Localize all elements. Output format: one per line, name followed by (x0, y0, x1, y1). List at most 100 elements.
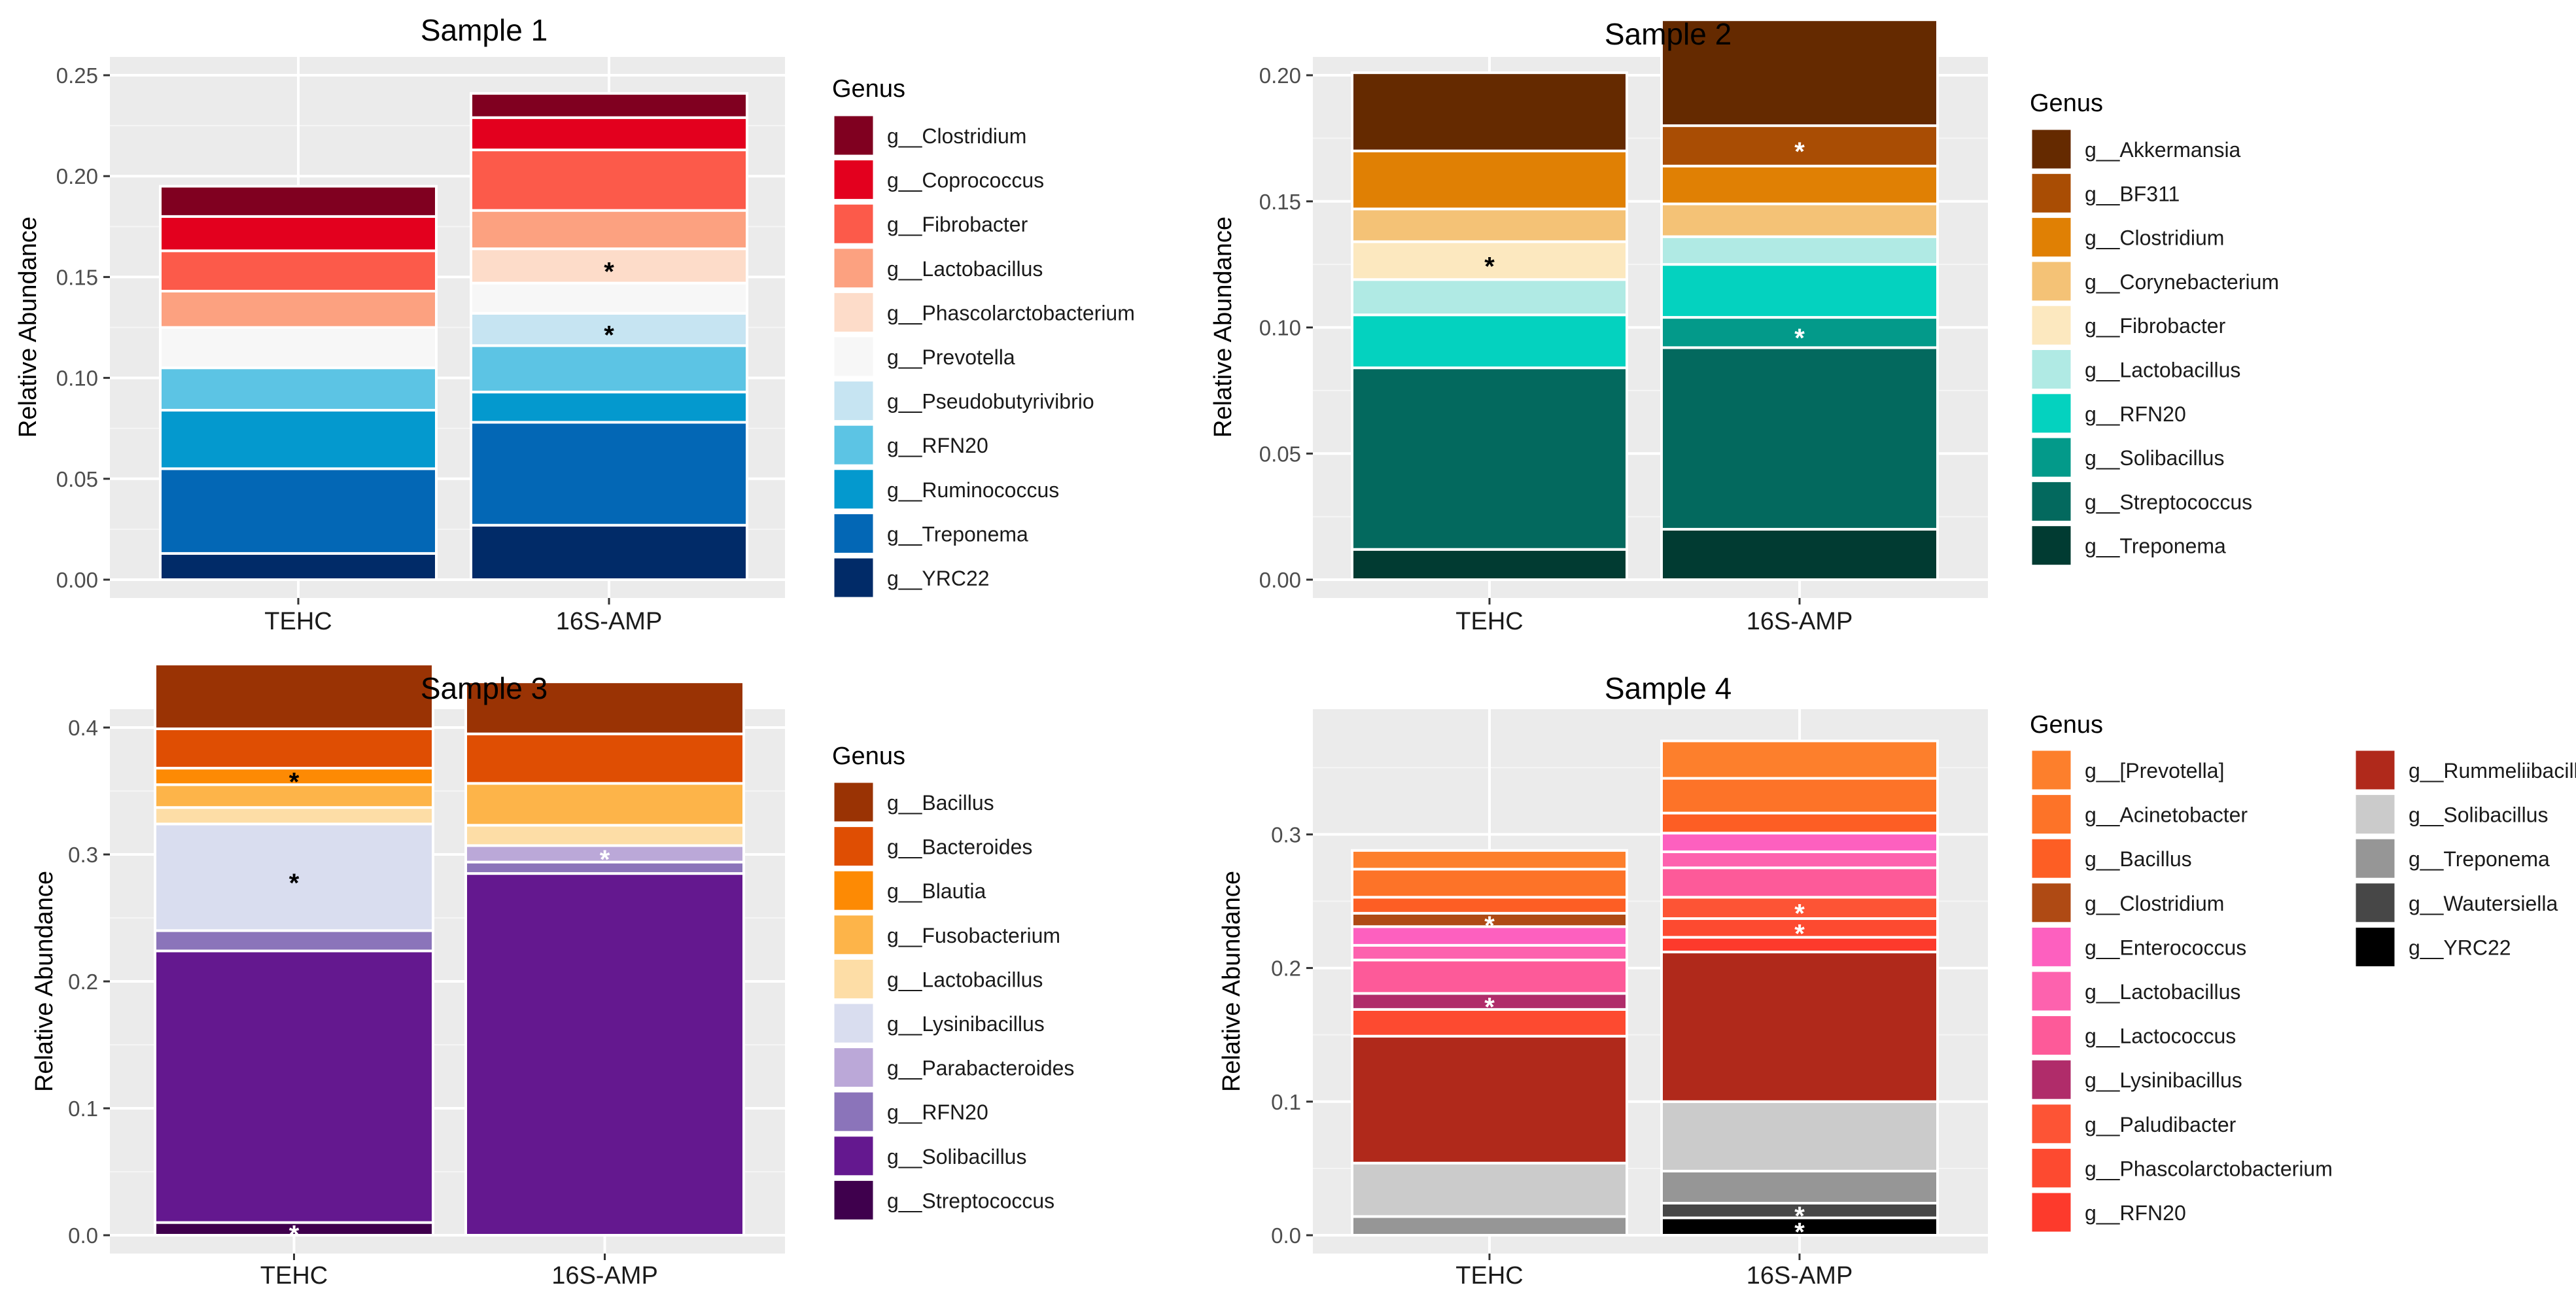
y-tick-label: 0.0 (68, 1223, 98, 1248)
bar-segment (154, 806, 434, 826)
y-tick-label: 0.0 (1271, 1223, 1301, 1248)
chart-title: Sample 2 (1605, 17, 1732, 51)
bar-segment (1351, 366, 1628, 551)
legend-label: g__Lactobacillus (2085, 980, 2240, 1004)
legend-swatch (832, 1090, 875, 1133)
legend-label: g__Fibrobacter (2085, 314, 2226, 338)
legend-label: g__Wautersiella (2409, 892, 2558, 915)
bar-segment (1660, 18, 1939, 128)
bar-segment (1351, 207, 1628, 243)
bar-segment (470, 149, 748, 212)
bar-segment (1351, 149, 1628, 211)
significance-star: * (289, 1220, 300, 1249)
y-tick-label: 0.3 (68, 843, 98, 867)
legend-swatch (2030, 1058, 2073, 1101)
legend-label: g__Solibacillus (2409, 803, 2548, 827)
bar-segment (159, 289, 438, 329)
legend-label: g__Parabacteroides (887, 1057, 1074, 1080)
legend-label: g__Streptococcus (887, 1189, 1054, 1212)
legend-label: g__RFN20 (887, 434, 988, 457)
legend: Genus g__Akkermansia g__BF311 g__Clostridiu… (2030, 90, 2279, 567)
bar-segment (1351, 925, 1628, 947)
legend-swatch (2030, 925, 2073, 968)
bar-segment (464, 782, 745, 827)
bar-segment (1351, 943, 1628, 962)
legend-swatch (832, 781, 875, 824)
legend-swatch (832, 247, 875, 290)
x-tick-label: 16S-AMP (1747, 608, 1853, 635)
legend-swatch (832, 290, 875, 334)
legend-swatch (832, 957, 875, 1000)
bar-segment (154, 949, 434, 1224)
legend-label: g__Treponema (2085, 535, 2226, 558)
bar-segment (1351, 868, 1628, 899)
legend-label: g__Bacillus (2085, 847, 2192, 871)
legend-swatch (2030, 1191, 2073, 1234)
legend-swatch (2030, 171, 2073, 215)
bar-segment (1660, 124, 1939, 167)
y-tick-label: 0.20 (56, 164, 98, 188)
legend-swatch (832, 825, 875, 868)
legend-label: g__Ruminococcus (887, 478, 1059, 502)
legend-label: g__Treponema (887, 522, 1028, 546)
bar-segment (159, 366, 438, 412)
x-tick-label: TEHC (1455, 1262, 1523, 1290)
significance-star: * (600, 845, 610, 874)
significance-star: * (1794, 137, 1805, 166)
legend-label: g__Streptococcus (2085, 490, 2252, 514)
bar-segment (159, 215, 438, 253)
legend-label: g__Corynebacterium (2085, 270, 2279, 294)
bar-segment (1351, 71, 1628, 152)
bar-segment (159, 249, 438, 292)
bar-segment (1351, 278, 1628, 317)
bar-segment (1660, 850, 1939, 870)
legend-label: g__Solibacillus (887, 1145, 1026, 1168)
bar-segment (1660, 951, 1939, 1103)
legend-label: g__Lactobacillus (2085, 359, 2240, 382)
bar-segment (1351, 548, 1628, 581)
x-tick-label: TEHC (1455, 608, 1523, 635)
legend-swatch (2354, 793, 2397, 836)
legend-label: g__Fusobacterium (887, 924, 1060, 947)
significance-star: * (1484, 911, 1495, 940)
legend-label: g__Lysinibacillus (887, 1012, 1045, 1036)
legend-swatch (2030, 793, 2073, 836)
legend-label: g__Blautia (887, 879, 986, 903)
legend-swatch (2030, 1014, 2073, 1057)
legend-swatch (2030, 1102, 2073, 1146)
legend-label: g__Fibrobacter (887, 213, 1028, 236)
legend-label: g__Prevotella (887, 345, 1015, 369)
significance-star: * (1794, 1218, 1805, 1247)
bar-segment (1660, 263, 1939, 319)
legend-swatch (2030, 260, 2073, 303)
significance-star: * (1484, 993, 1495, 1022)
significance-star: * (1794, 900, 1805, 928)
legend-swatch (2354, 748, 2397, 792)
legend-swatch (832, 1134, 875, 1178)
legend-label: g__Lactococcus (2085, 1025, 2236, 1048)
bar-segment (464, 732, 745, 785)
significance-star: * (289, 869, 300, 898)
bar-segment (1660, 832, 1939, 853)
y-tick-label: 0.1 (68, 1097, 98, 1121)
legend-swatch (2354, 925, 2397, 968)
y-tick-label: 0.2 (1271, 957, 1301, 981)
legend-label: g__Enterococcus (2085, 936, 2246, 959)
legend-swatch (2030, 480, 2073, 523)
legend-swatch (2354, 881, 2397, 924)
legend-swatch (2030, 304, 2073, 347)
bar-segment (154, 767, 434, 786)
bar-segment (470, 247, 748, 285)
legend-title: Genus (2030, 711, 2103, 739)
legend-label: g__Treponema (2409, 847, 2550, 871)
legend-swatch (832, 1178, 875, 1221)
legend-swatch (832, 1002, 875, 1045)
y-tick-label: 0.10 (1259, 316, 1301, 340)
bar-segment (470, 421, 748, 527)
y-axis-label: Relative Abundance (1210, 217, 1237, 438)
bar-segment (1660, 811, 1939, 835)
chart-panel-3: 0.0 0.1 0.2 0.3 0.4 * * * TEHC * 16S-AMP Sample 3 Re… (31, 663, 1074, 1290)
legend-label: g__Akkermansia (2085, 138, 2241, 162)
bar-segment (1660, 316, 1939, 349)
